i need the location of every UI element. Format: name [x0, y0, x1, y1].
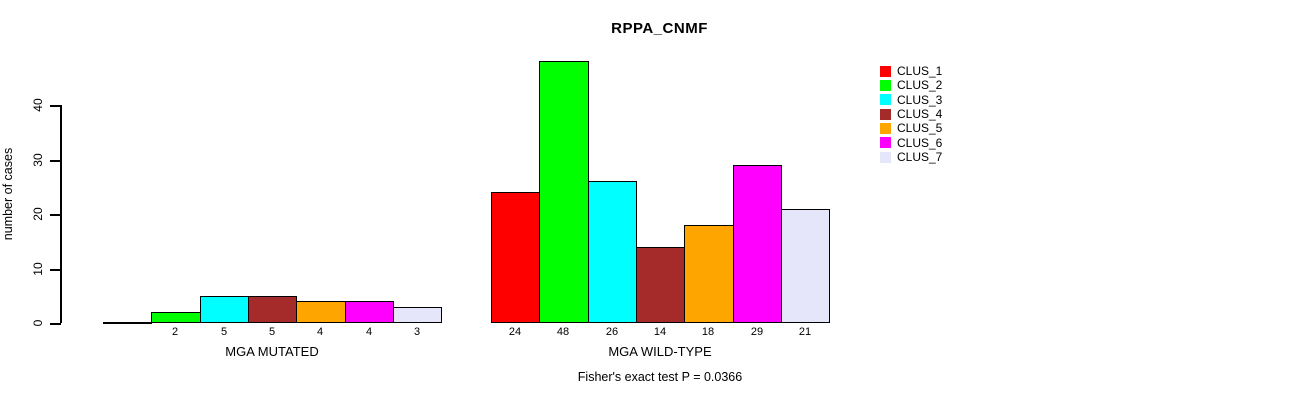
bar-value-label: 29 — [750, 326, 764, 338]
y-axis-tick-label: 10 — [31, 262, 45, 276]
legend-label: CLUS_6 — [897, 135, 943, 150]
bar-value-label: 14 — [653, 326, 667, 338]
legend-label: CLUS_7 — [897, 150, 943, 165]
legend-swatch-icon — [880, 79, 891, 91]
bar-value-label: 48 — [556, 326, 570, 338]
bar-clus_3-mga-wild-type — [588, 181, 637, 323]
legend-swatch-icon — [880, 65, 891, 77]
y-axis-tick — [50, 323, 61, 325]
legend-row-clus_3: CLUS_3 — [880, 93, 942, 107]
bar-clus_3-mga-mutated — [200, 296, 249, 323]
legend-row-clus_4: CLUS_4 — [880, 107, 942, 121]
bar-value-label: 3 — [413, 326, 421, 338]
chart-title: RPPA_CNMF — [611, 20, 708, 37]
bar-clus_4-mga-wild-type — [636, 247, 685, 323]
bar-clus_7-mga-mutated — [393, 307, 442, 323]
bar-value-label: 18 — [701, 326, 715, 338]
y-axis-tick-label: 0 — [31, 319, 45, 327]
legend-swatch-icon — [880, 94, 891, 106]
bar-clus_6-mga-mutated — [345, 301, 394, 323]
y-axis-tick — [50, 105, 61, 107]
bar-clus_2-mga-wild-type — [539, 61, 589, 323]
legend-row-clus_7: CLUS_7 — [880, 150, 942, 164]
bar-clus_4-mga-mutated — [248, 296, 297, 323]
legend: CLUS_1 CLUS_2 CLUS_3 CLUS_4 CLUS_5 CLUS_6 CLUS… — [880, 64, 942, 164]
legend-label: CLUS_4 — [897, 107, 943, 122]
bar-value-label: 26 — [605, 326, 619, 338]
bar-value-label: 4 — [316, 326, 324, 338]
annotation-fisher-test: Fisher's exact test P = 0.0366 — [577, 370, 743, 384]
bar-clus_6-mga-wild-type — [733, 165, 782, 323]
bar-value-label: 24 — [508, 326, 522, 338]
bar-clus_7-mga-wild-type — [781, 209, 830, 323]
legend-row-clus_6: CLUS_6 — [880, 136, 942, 150]
y-axis-tick-label: 20 — [31, 207, 45, 221]
y-axis-tick-label: 30 — [31, 153, 45, 167]
legend-label: CLUS_2 — [897, 78, 943, 93]
y-axis-label: number of cases — [1, 147, 15, 241]
bar-clus_5-mga-wild-type — [684, 225, 734, 323]
y-axis-tick — [50, 269, 61, 271]
legend-label: CLUS_5 — [897, 121, 943, 136]
legend-swatch-icon — [880, 108, 891, 120]
bar-value-label: 4 — [365, 326, 373, 338]
legend-row-clus_5: CLUS_5 — [880, 121, 942, 135]
legend-row-clus_1: CLUS_1 — [880, 64, 942, 78]
legend-swatch-icon — [880, 122, 891, 134]
bar-clus_5-mga-mutated — [296, 301, 346, 323]
legend-label: CLUS_1 — [897, 64, 943, 79]
bar-clus_1-mga-wild-type — [491, 192, 540, 323]
bar-clus_1-mga-mutated — [103, 322, 152, 324]
legend-swatch-icon — [880, 137, 891, 149]
legend-row-clus_2: CLUS_2 — [880, 78, 942, 92]
bar-clus_2-mga-mutated — [151, 312, 201, 323]
bar-value-label: 2 — [171, 326, 179, 338]
y-axis-tick-label: 40 — [31, 98, 45, 112]
x-axis-group-label-mga-wild-type: MGA WILD-TYPE — [608, 344, 712, 359]
x-axis-group-label-mga-mutated: MGA MUTATED — [225, 344, 319, 359]
bar-value-label: 5 — [220, 326, 228, 338]
bar-value-label: 21 — [798, 326, 812, 338]
legend-label: CLUS_3 — [897, 92, 943, 107]
y-axis-tick — [50, 214, 61, 216]
bar-value-label: 5 — [268, 326, 276, 338]
legend-swatch-icon — [880, 151, 891, 163]
y-axis-tick — [50, 160, 61, 162]
